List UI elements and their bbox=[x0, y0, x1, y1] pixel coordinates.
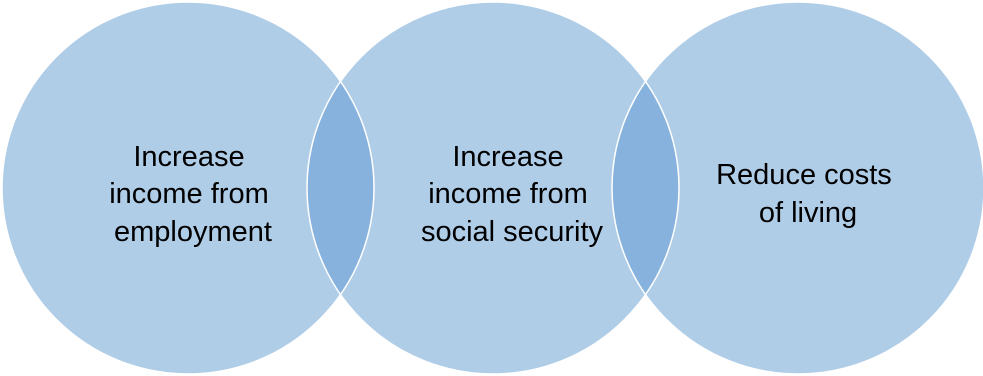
circle-outline bbox=[306, 1, 680, 375]
label-line: social security bbox=[421, 216, 604, 248]
label-employment: Increase income from employment bbox=[109, 141, 277, 248]
circle-employment bbox=[2, 2, 374, 374]
label-line: income from bbox=[109, 178, 269, 210]
circle-costs-of-living bbox=[612, 2, 983, 374]
label-line: income from bbox=[428, 178, 588, 210]
circle-social-security bbox=[307, 2, 679, 374]
label-costs-of-living: Reduce costs of living bbox=[716, 159, 900, 229]
circle-outline bbox=[611, 1, 983, 375]
label-line: Reduce costs bbox=[716, 159, 892, 191]
label-line: Increase bbox=[133, 141, 244, 173]
label-line: Increase bbox=[452, 141, 563, 173]
label-social-security: Increase income from social security bbox=[421, 141, 604, 248]
circle-outline bbox=[1, 1, 375, 375]
label-line: employment bbox=[114, 216, 272, 248]
label-line: of living bbox=[759, 197, 857, 229]
